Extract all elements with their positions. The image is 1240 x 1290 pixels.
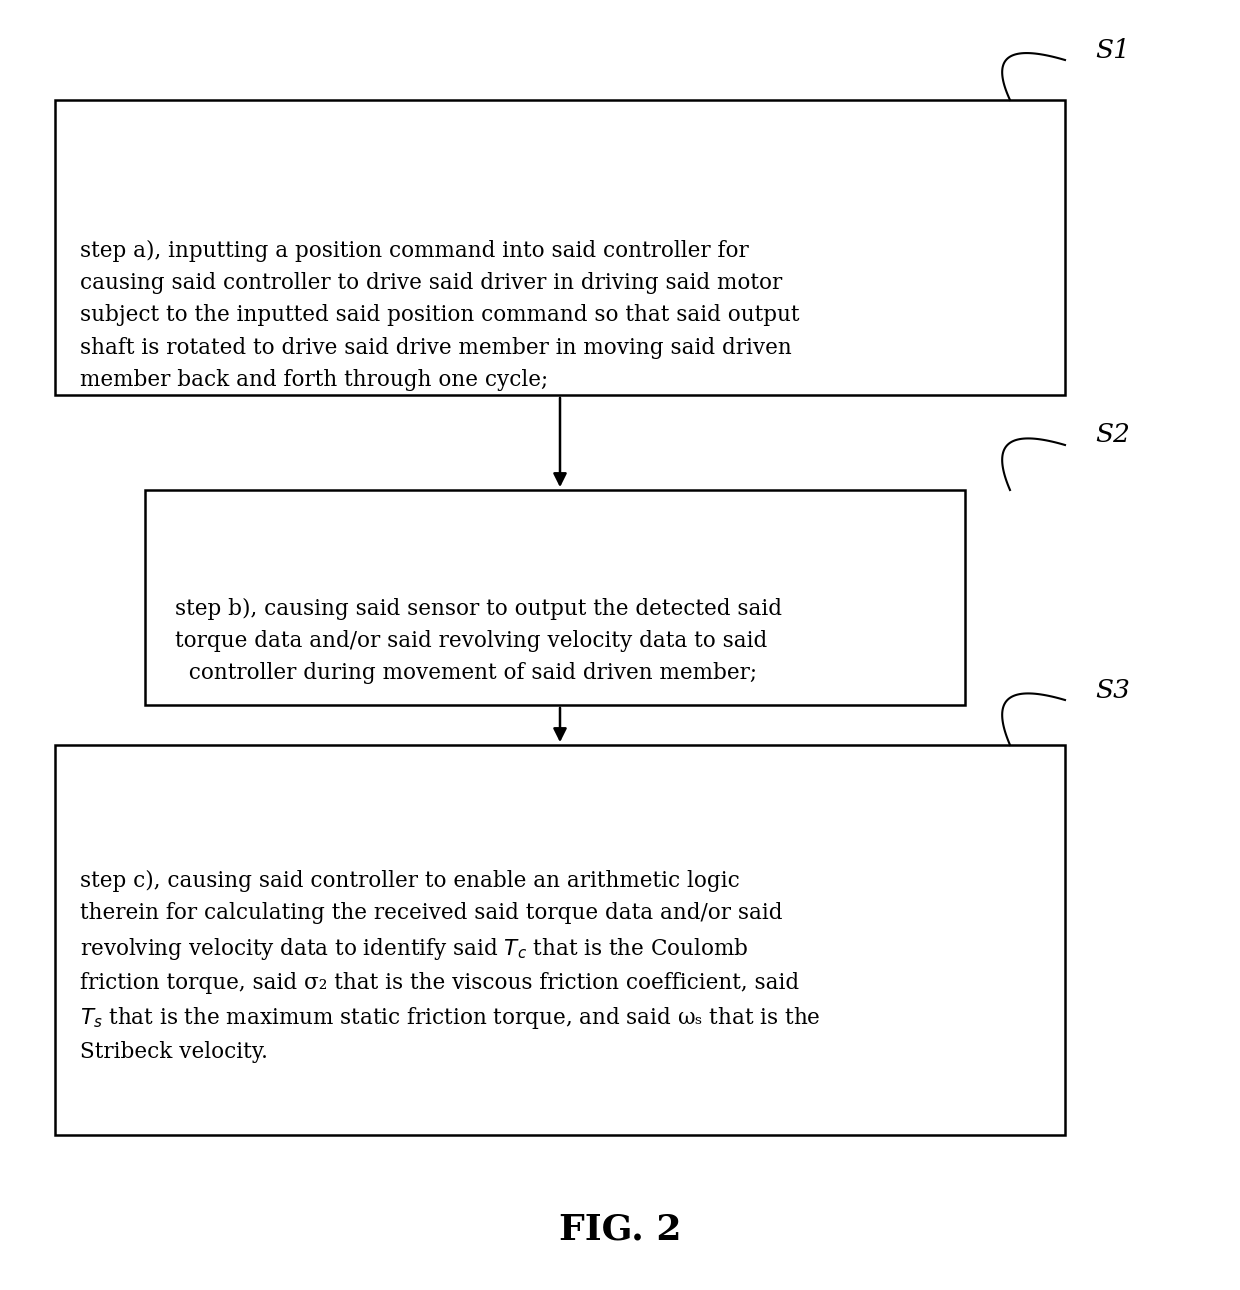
Bar — [55, 101, 1065, 395]
Text: S1: S1 — [1095, 37, 1130, 62]
Text: S2: S2 — [1095, 423, 1130, 448]
Text: step a), inputting a position command into said controller for
causing said cont: step a), inputting a position command in… — [81, 240, 800, 391]
Bar — [145, 490, 965, 706]
Text: step c), causing said controller to enable an arithmetic logic
therein for calcu: step c), causing said controller to enab… — [81, 869, 821, 1063]
Text: step b), causing said sensor to output the detected said
torque data and/or said: step b), causing said sensor to output t… — [175, 599, 782, 685]
Text: FIG. 2: FIG. 2 — [559, 1213, 681, 1247]
Bar — [55, 746, 1065, 1135]
Text: S3: S3 — [1095, 677, 1130, 703]
